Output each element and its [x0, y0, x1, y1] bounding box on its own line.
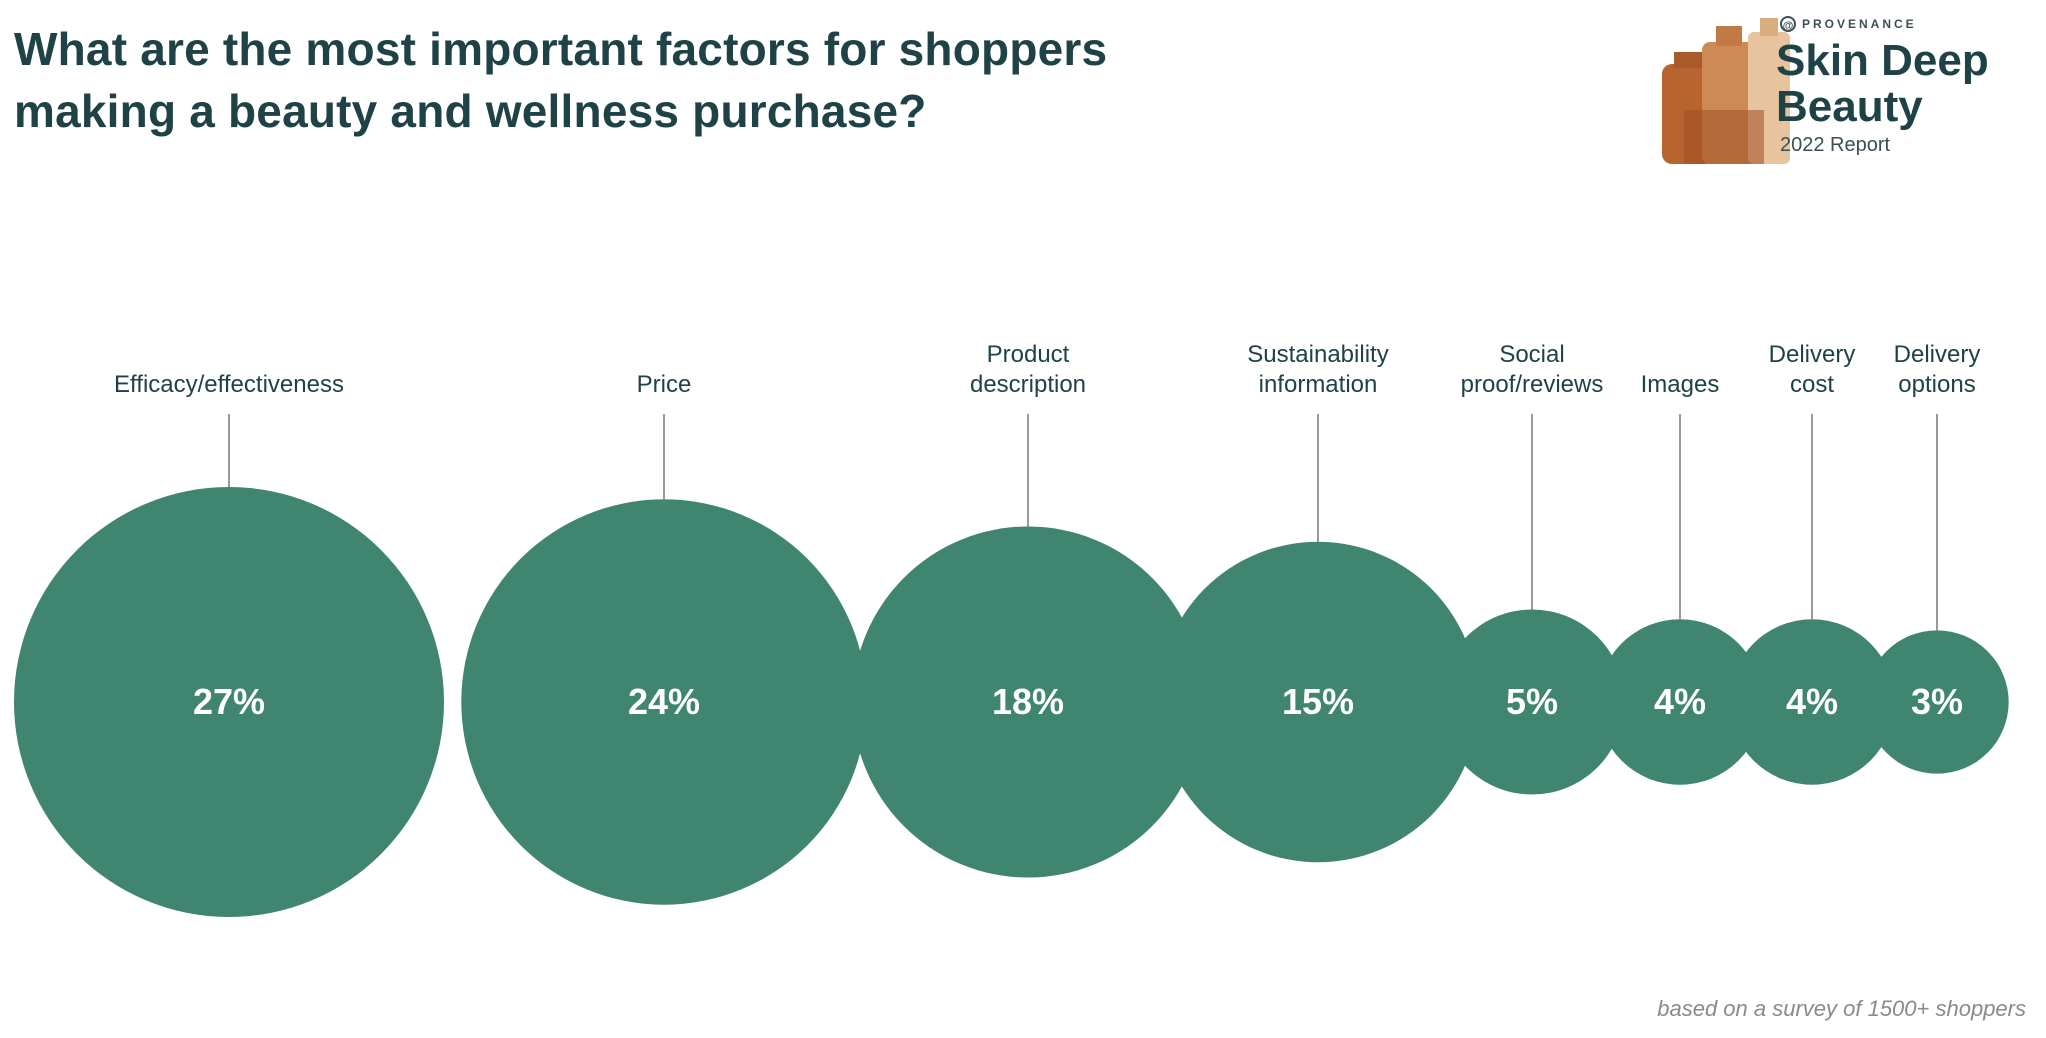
- brand-name-line-2: Beauty: [1776, 82, 1923, 131]
- bubble: [14, 487, 444, 917]
- value-label: 27%: [193, 681, 265, 722]
- brand-name-line-1: Skin Deep: [1776, 36, 1989, 85]
- category-label: Efficacy/effectiveness: [114, 371, 344, 398]
- title-line-1: What are the most important factors for …: [14, 23, 1108, 75]
- bubble: [852, 526, 1204, 878]
- value-label: 5%: [1506, 681, 1558, 722]
- value-label: 4%: [1654, 681, 1706, 722]
- value-label: 18%: [992, 681, 1064, 722]
- brand-name: Skin Deep Beauty: [1776, 38, 1989, 130]
- category-label: Delivery: [1894, 341, 1981, 368]
- category-label: Delivery: [1769, 341, 1856, 368]
- bubble: [1597, 619, 1763, 785]
- category-label: Price: [637, 371, 692, 398]
- category-label: description: [970, 371, 1086, 398]
- provenance-label: @ PROVENANCE: [1780, 16, 1917, 32]
- skin-deep-beauty-logo: [1662, 18, 1790, 164]
- bubble: [1865, 630, 2009, 774]
- category-label: Social: [1499, 341, 1564, 368]
- bubble: [461, 499, 867, 905]
- page-title: What are the most important factors for …: [14, 18, 1214, 142]
- value-label: 15%: [1282, 681, 1354, 722]
- at-icon: @: [1780, 16, 1796, 32]
- category-label: options: [1898, 371, 1975, 398]
- category-label: Sustainability: [1247, 341, 1388, 368]
- value-label: 3%: [1911, 681, 1963, 722]
- bubble: [1729, 619, 1895, 785]
- footnote: based on a survey of 1500+ shoppers: [1657, 996, 2026, 1021]
- bottles-icon: [1662, 18, 1790, 164]
- bubble: [1439, 609, 1625, 795]
- category-label: cost: [1790, 371, 1834, 398]
- category-label: Images: [1641, 371, 1720, 398]
- value-label: 4%: [1786, 681, 1838, 722]
- provenance-text: PROVENANCE: [1802, 17, 1917, 31]
- category-label: information: [1259, 371, 1378, 398]
- bubble: [1157, 541, 1479, 863]
- title-line-2: making a beauty and wellness purchase?: [14, 85, 927, 137]
- value-label: 24%: [628, 681, 700, 722]
- category-label: Product: [987, 341, 1070, 368]
- category-label: proof/reviews: [1461, 371, 1604, 398]
- report-year: 2022 Report: [1780, 134, 1891, 156]
